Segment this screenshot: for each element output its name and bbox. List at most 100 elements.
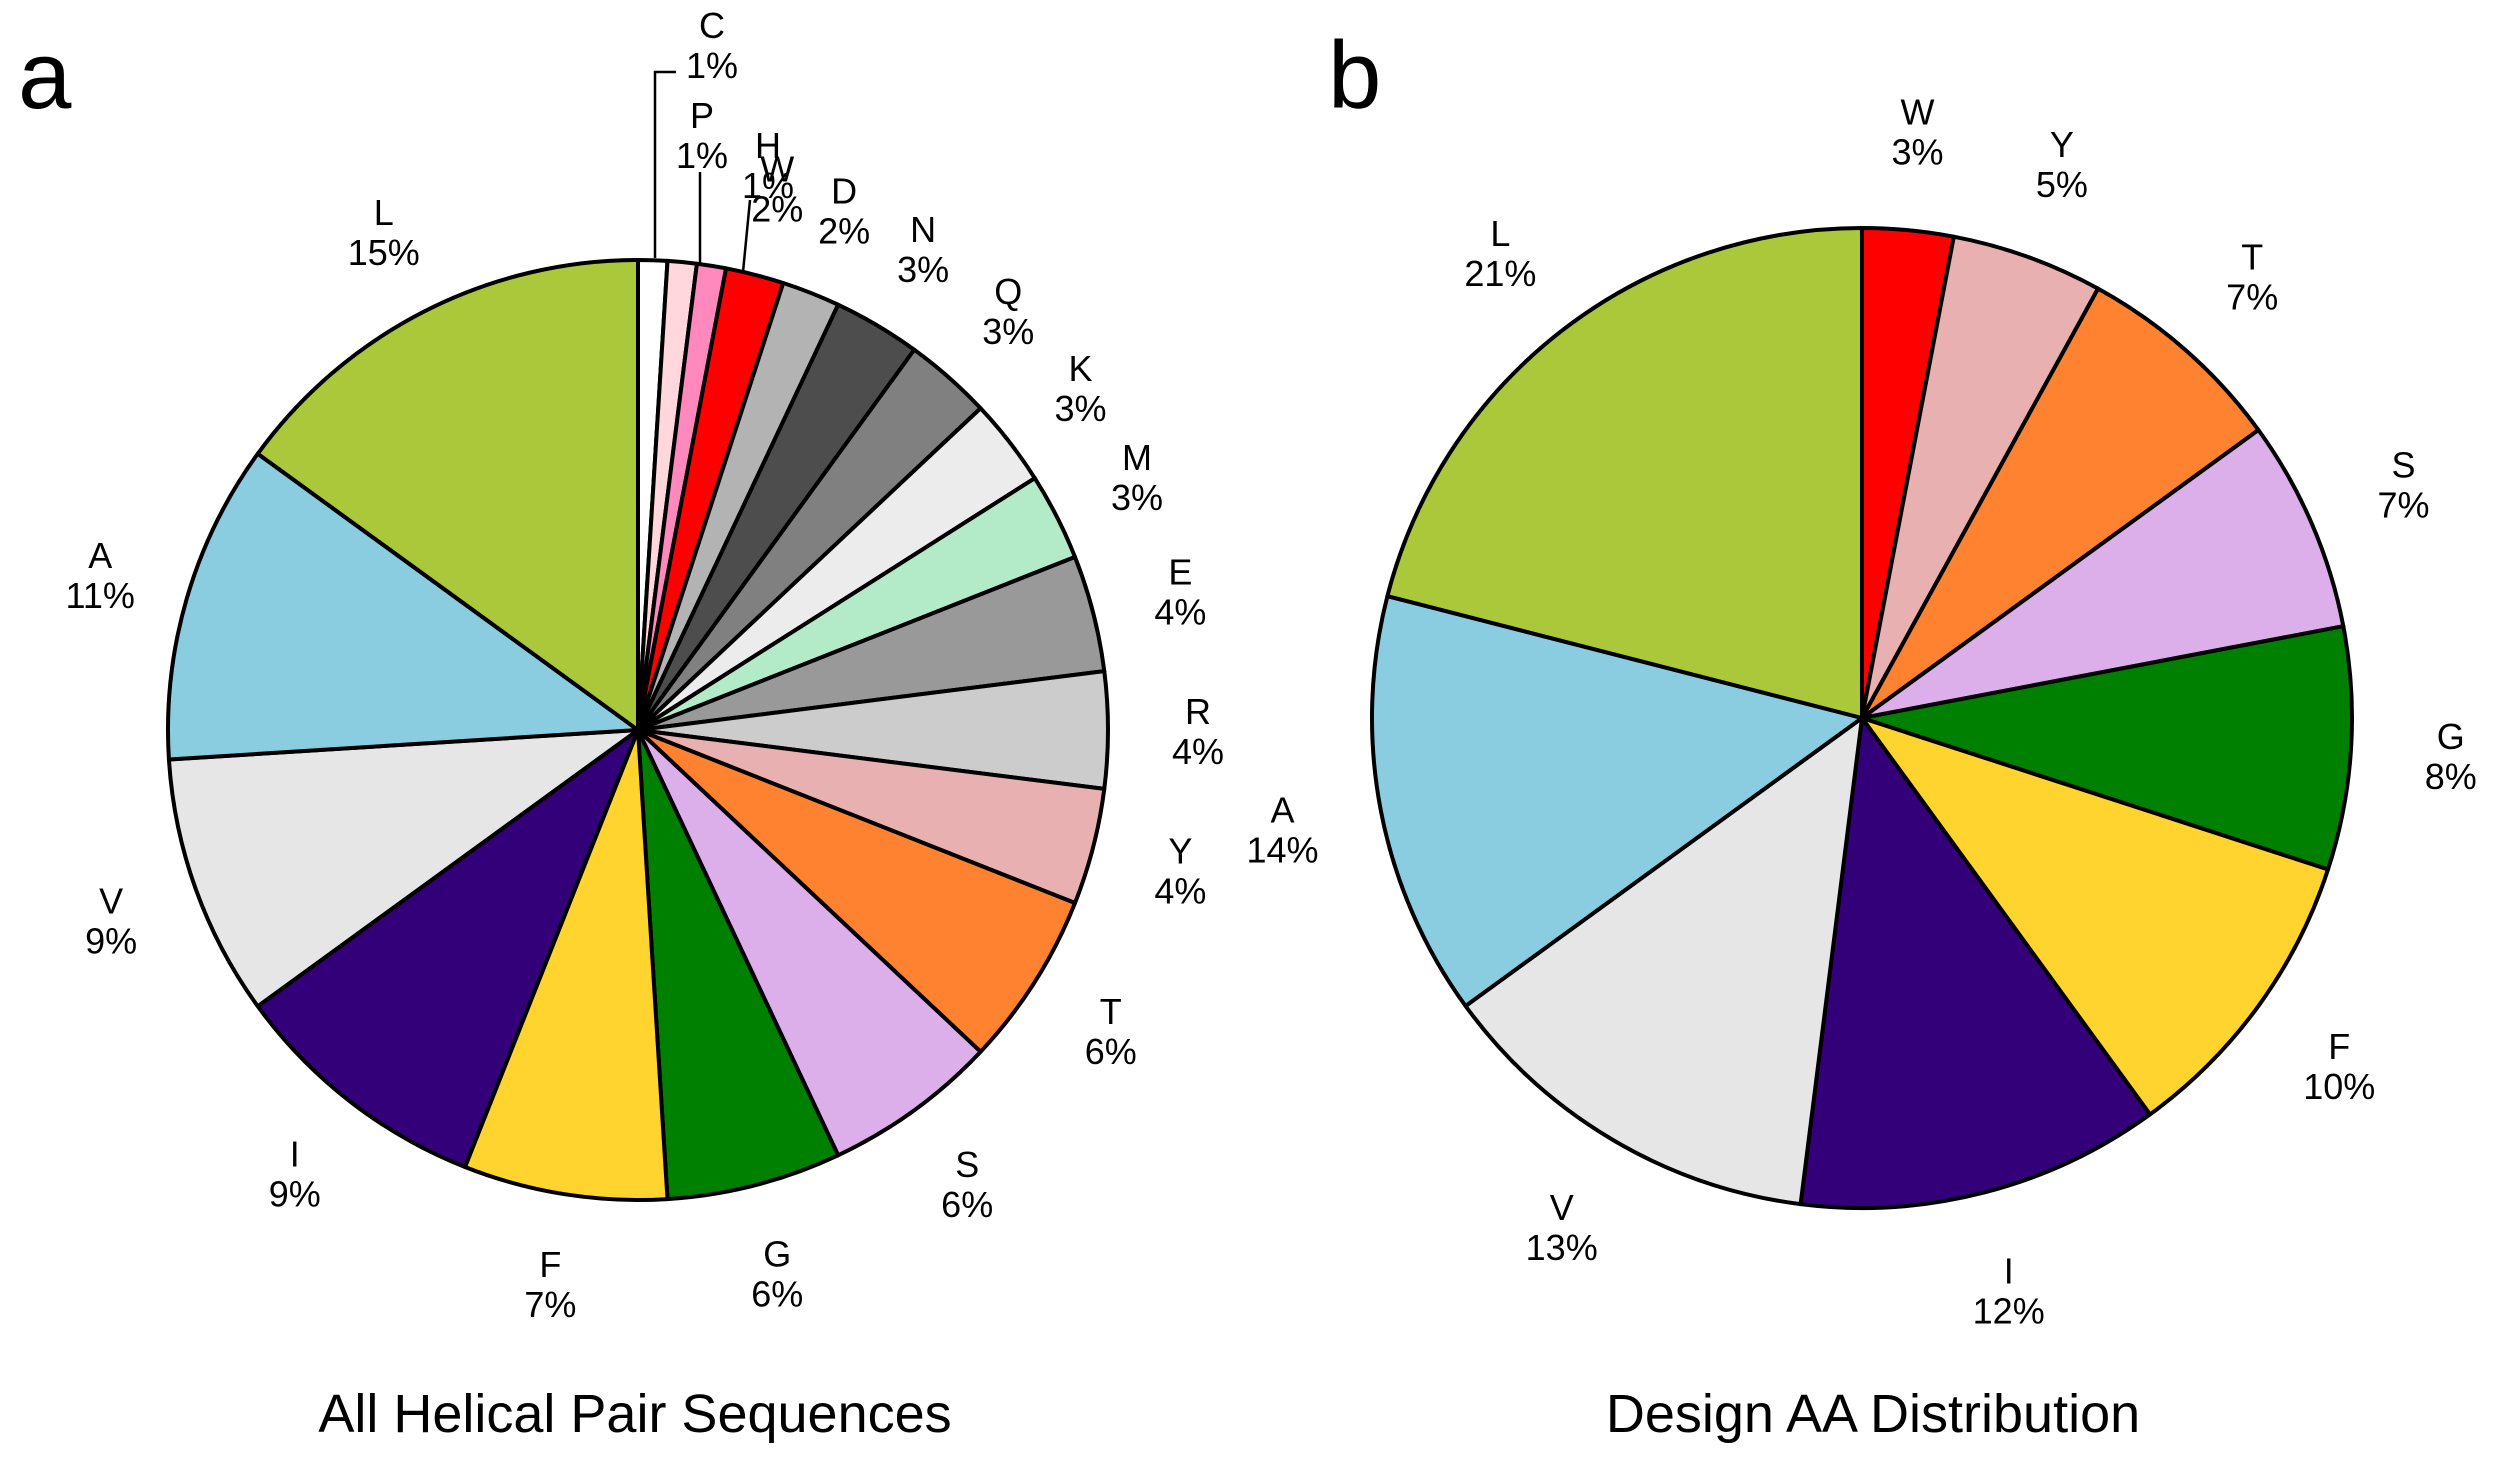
slice-name-e: E (1168, 552, 1192, 593)
slice-percent-d: 2% (818, 210, 870, 251)
slice-label-f: F 7% (524, 1244, 576, 1325)
pie-slice-l (255, 258, 640, 732)
slice-percent-a: 14% (1246, 830, 1318, 871)
slice-name-p: P (690, 95, 714, 136)
pie-chart-a: a C 1%P 1% H 1%W 2% D 2% N 3%Q 3%K 3%M 3%E 4%R 4%Y 4%T 6… (18, 5, 1224, 1444)
slice-label-g: G 8% (2425, 716, 2477, 797)
slice-percent-k: 3% (1054, 388, 1106, 429)
slice-label-q: Q 3% (982, 271, 1034, 352)
pie-slice-g (636, 728, 841, 1202)
slice-label-h: H 1% (742, 125, 794, 206)
slice-label-w: W 3% (1891, 92, 1943, 173)
slice-name-y: Y (2050, 124, 2074, 165)
slice-percent-e: 4% (1154, 592, 1206, 633)
slice-label-y: Y 4% (1154, 830, 1206, 911)
slice-label-s: S 6% (941, 1144, 993, 1225)
pie-a-labels: C 1%P 1% H 1%W 2% D 2% N 3%Q 3%K 3%M 3%E 4%R 4%Y 4%T 6%S… (66, 5, 1225, 1325)
slice-label-y: Y 5% (2036, 124, 2088, 205)
slice-name-l: L (374, 192, 394, 233)
pie-slice-i (1798, 716, 2153, 1210)
slice-percent-q: 3% (982, 311, 1034, 352)
pie-chart-b: b W 3% Y 5%T 7%S 7%G 8%F 10%I 12%V 13%A 14%L 21% De… (1246, 22, 2476, 1444)
slice-name-s: S (955, 1144, 979, 1185)
slice-percent-g: 6% (751, 1273, 803, 1314)
slice-label-a: A 11% (66, 535, 135, 616)
slice-percent-v: 9% (85, 921, 137, 962)
slice-name-s: S (2391, 445, 2415, 486)
panel-label-b: b (1328, 22, 1381, 129)
slice-name-v: V (99, 881, 123, 922)
slice-percent-s: 7% (2377, 485, 2429, 526)
slice-percent-a: 11% (66, 575, 135, 616)
slice-name-l: L (1490, 213, 1510, 254)
slice-name-g: G (763, 1233, 791, 1274)
pie-slice-s (1860, 427, 2346, 720)
slice-label-i: I 9% (269, 1134, 321, 1215)
slice-name-a: A (1270, 790, 1294, 831)
slice-label-a: A 14% (1246, 790, 1318, 871)
leader-line-c (653, 70, 676, 258)
slice-label-v: V 9% (85, 881, 137, 962)
slice-label-i: I 12% (1973, 1251, 2045, 1332)
pie-slice-a (166, 451, 640, 762)
slice-label-t: T 7% (2226, 236, 2278, 317)
pie-slice-a (1370, 594, 1864, 1009)
slice-name-f: F (2328, 1026, 2350, 1067)
pie-b-labels: W 3% Y 5%T 7%S 7%G 8%F 10%I 12%V 13%A 14%L 21% (1246, 92, 2476, 1332)
slice-percent-n: 3% (897, 249, 949, 290)
slice-name-t: T (1100, 991, 1122, 1032)
slice-percent-f: 7% (524, 1284, 576, 1325)
slice-name-i: I (2004, 1251, 2014, 1292)
slice-label-k: K 3% (1054, 348, 1106, 429)
slice-name-y: Y (1168, 830, 1192, 871)
pie-a-slices (166, 258, 1110, 1202)
slice-percent-y: 5% (2036, 164, 2088, 205)
pie-slice-y (1860, 234, 2101, 720)
pie-slice-s (636, 728, 983, 1158)
slice-percent-y: 4% (1154, 870, 1206, 911)
pie-slice-i (255, 728, 640, 1169)
slice-name-i: I (290, 1134, 300, 1175)
slice-percent-h: 1% (742, 165, 794, 206)
slice-percent-w: 3% (1891, 132, 1943, 173)
slice-percent-m: 3% (1111, 477, 1163, 518)
pie-slice-v (1463, 716, 1864, 1207)
slice-label-n: N 3% (897, 209, 949, 290)
slice-label-f: F 10% (2303, 1026, 2375, 1107)
slice-percent-l: 15% (348, 232, 420, 273)
slice-label-t: T 6% (1085, 991, 1137, 1072)
pie-slice-v (166, 728, 640, 1009)
slice-percent-v: 13% (1526, 1227, 1598, 1268)
slice-name-d: D (831, 170, 857, 211)
slice-percent-s: 6% (941, 1184, 993, 1225)
slice-name-t: T (2241, 236, 2263, 277)
chart-title-a: All Helical Pair Sequences (318, 1384, 951, 1444)
slice-name-k: K (1068, 348, 1092, 389)
slice-name-w: W (1901, 92, 1935, 133)
slice-label-w: W 2% (751, 149, 803, 230)
slice-percent-i: 12% (1973, 1291, 2045, 1332)
pie-a-leader-lines (653, 70, 752, 273)
slice-percent-t: 7% (2226, 276, 2278, 317)
slice-label-l: L 15% (348, 192, 420, 273)
pie-slice-l (1385, 226, 1864, 720)
slice-label-g: G 6% (751, 1233, 803, 1314)
slice-name-r: R (1185, 691, 1211, 732)
slice-percent-t: 6% (1085, 1031, 1137, 1072)
pie-b-slices (1370, 226, 2354, 1210)
slice-name-n: N (910, 209, 936, 250)
pie-slice-f (1860, 716, 2331, 1117)
slice-name-w: W (760, 149, 794, 190)
slice-name-a: A (88, 535, 112, 576)
slice-label-p: P 1% (676, 95, 728, 176)
pie-slice-g (1860, 624, 2354, 872)
pie-slice-t (1860, 286, 2261, 720)
slice-label-m: M 3% (1111, 437, 1163, 518)
slice-label-c: C 1% (686, 5, 738, 86)
slice-percent-r: 4% (1172, 731, 1224, 772)
slice-percent-g: 8% (2425, 756, 2477, 797)
slice-name-h: H (755, 125, 781, 166)
slice-name-q: Q (994, 271, 1022, 312)
slice-label-s: S 7% (2377, 445, 2429, 526)
